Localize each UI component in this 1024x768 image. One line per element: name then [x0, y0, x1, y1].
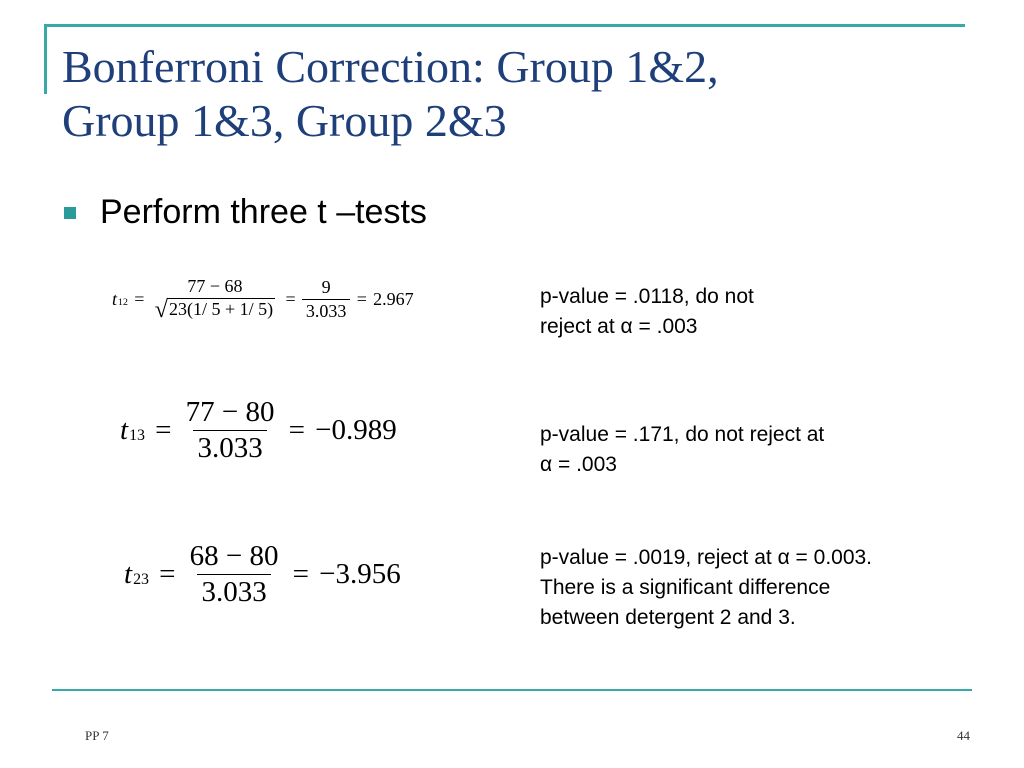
equals-sign: =	[356, 288, 367, 309]
numerator: 68 − 80	[189, 540, 279, 572]
result-note-2: p-value = .171, do not reject at α = .00…	[540, 420, 980, 480]
title-line-2: Group 1&3, Group 2&3	[62, 95, 507, 146]
note-line: α = .003	[540, 453, 617, 476]
note-line: p-value = .171, do not reject at	[540, 423, 825, 446]
formula-var: t	[120, 414, 129, 446]
page-number: 44	[957, 728, 970, 743]
footer-rule	[52, 689, 972, 691]
fraction: 77 − 68 √ 23(1/ 5 + 1/ 5)	[151, 276, 280, 322]
top-accent-rule	[44, 24, 965, 27]
footer-label: PP 7	[85, 728, 109, 743]
fraction: 9 3.033	[301, 276, 351, 322]
note-line: p-value = .0118, do not	[540, 285, 754, 308]
square-root: √ 23(1/ 5 + 1/ 5)	[154, 296, 276, 323]
result-note-3: p-value = .0019, reject at α = 0.003. Th…	[540, 543, 980, 633]
left-accent-rule	[44, 24, 47, 94]
denominator: 3.033	[197, 574, 271, 609]
formula-t23: t 23 = 68 − 80 3.033 = −3.956	[124, 540, 401, 609]
formula-t13: t 13 = 77 − 80 3.033 = −0.989	[120, 396, 397, 465]
fraction: 68 − 80 3.033	[186, 540, 283, 609]
denominator: 3.033	[193, 430, 267, 465]
equals-sign: =	[159, 558, 176, 590]
equals-sign: =	[288, 414, 305, 446]
denominator: √ 23(1/ 5 + 1/ 5)	[151, 296, 280, 323]
numerator: 77 − 80	[185, 396, 275, 428]
equals-sign: =	[134, 288, 145, 309]
formula-subscript: 12	[118, 297, 128, 309]
equals-sign: =	[155, 414, 172, 446]
equals-sign: =	[292, 558, 309, 590]
fraction: 77 − 80 3.033	[182, 396, 279, 465]
equals-sign: =	[285, 288, 296, 309]
formula-result: −0.989	[315, 414, 397, 446]
bullet-text: Perform three t –tests	[100, 193, 427, 231]
formula-subscript: 23	[133, 571, 149, 589]
formula-result: −3.956	[319, 558, 401, 590]
square-bullet-icon	[64, 207, 76, 219]
formula-result: 2.967	[373, 288, 414, 309]
note-line: There is a significant difference	[540, 576, 831, 599]
numerator: 9	[321, 276, 331, 297]
radical-sign-icon: √	[154, 296, 168, 323]
note-line: reject at α = .003	[540, 315, 698, 338]
note-line: between detergent 2 and 3.	[540, 606, 796, 629]
denominator: 3.033	[301, 298, 351, 322]
slide-title: Bonferroni Correction: Group 1&2, Group …	[62, 40, 962, 148]
formula-t12: t 12 = 77 − 68 √ 23(1/ 5 + 1/ 5) = 9 3.03…	[112, 276, 414, 322]
formula-subscript: 13	[129, 427, 145, 445]
numerator: 77 − 68	[187, 276, 243, 296]
formula-var: t	[112, 288, 118, 309]
title-line-1: Bonferroni Correction: Group 1&2,	[62, 41, 719, 92]
note-line: p-value = .0019, reject at α = 0.003.	[540, 546, 873, 569]
result-note-1: p-value = .0118, do not reject at α = .0…	[540, 282, 980, 342]
radicand: 23(1/ 5 + 1/ 5)	[166, 298, 276, 322]
formula-var: t	[124, 558, 133, 590]
